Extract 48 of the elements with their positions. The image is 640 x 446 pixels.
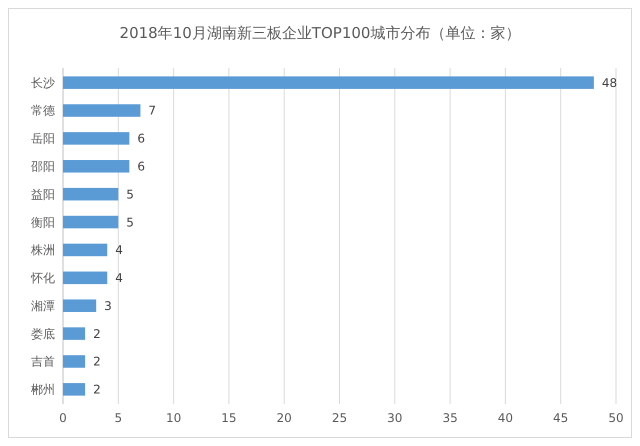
- x-tick-label: 5: [114, 411, 122, 425]
- y-tick-label: 邵阳: [31, 159, 55, 174]
- bar: [63, 244, 108, 256]
- bar: [63, 216, 118, 228]
- y-tick-label: 湘潭: [31, 298, 55, 313]
- bar: [63, 383, 86, 396]
- y-tick-label: 怀化: [30, 271, 55, 286]
- x-tick-label: 45: [553, 411, 568, 425]
- bar: [63, 272, 108, 284]
- bar: [63, 104, 140, 117]
- data-label: 3: [104, 298, 112, 313]
- x-tick-label: 25: [332, 411, 348, 425]
- y-tick-label: 娄底: [31, 326, 55, 341]
- x-tick-label: 20: [276, 411, 292, 425]
- data-label: 48: [602, 76, 618, 90]
- data-label: 4: [115, 243, 123, 258]
- bar: [63, 160, 130, 173]
- data-label: 4: [115, 271, 123, 286]
- y-tick-label: 益阳: [31, 187, 55, 202]
- data-label: 2: [93, 354, 101, 369]
- x-tick-label: 30: [387, 411, 402, 425]
- data-label: 7: [148, 104, 156, 118]
- bar: [63, 132, 130, 145]
- data-label: 6: [137, 132, 145, 146]
- bar: [63, 188, 118, 200]
- x-tick-label: 10: [166, 411, 182, 425]
- y-tick-label: 吉首: [31, 354, 55, 369]
- x-tick-label: 50: [608, 411, 624, 425]
- bar: [63, 355, 86, 368]
- x-tick-label: 40: [498, 411, 514, 425]
- x-tick-label: 15: [221, 411, 237, 425]
- y-tick-label: 衡阳: [31, 215, 55, 230]
- y-tick-label: 长沙: [31, 76, 55, 90]
- data-label: 6: [137, 159, 145, 174]
- bar: [63, 76, 594, 89]
- data-label: 2: [93, 326, 101, 341]
- y-tick-label: 株洲: [30, 243, 55, 258]
- data-label: 5: [126, 187, 134, 202]
- x-tick-label: 0: [59, 411, 67, 425]
- chart-title: 2018年10月湖南新三板企业TOP100城市分布（单位：家）: [120, 24, 520, 42]
- y-tick-label: 郴州: [31, 382, 55, 397]
- data-label: 2: [93, 382, 101, 397]
- data-label: 5: [126, 215, 134, 230]
- bar: [63, 299, 96, 312]
- y-tick-label: 常德: [31, 104, 55, 118]
- x-tick-label: 35: [442, 411, 458, 425]
- y-tick-label: 岳阳: [31, 132, 55, 146]
- bar: [63, 327, 86, 340]
